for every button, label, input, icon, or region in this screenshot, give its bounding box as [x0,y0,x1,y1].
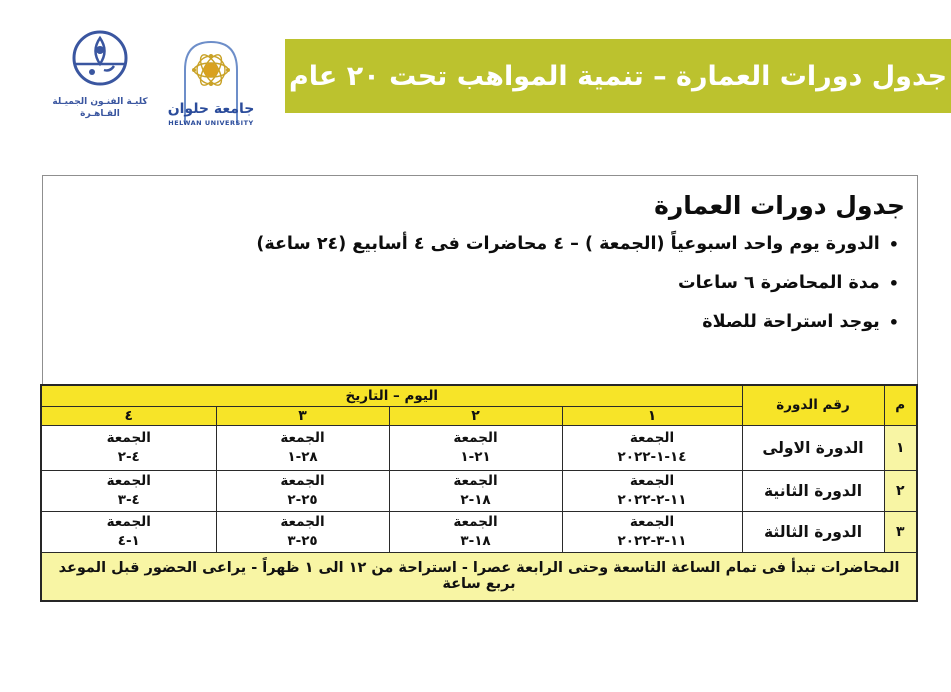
session-date-cell: الجمعة ٤-٢ [40,424,217,471]
session-date: ٢١-١ [460,448,491,465]
day-name: الجمعة [280,429,325,446]
header-index: م [883,384,918,426]
bullet-icon: • [888,235,899,254]
day-name: الجمعة [280,513,325,530]
bullet-item: • مدة المحاضرة ٦ ساعات [43,272,899,295]
bullet-text: يوجد استراحة للصلاة [702,312,880,332]
course-name: الدورة الثالثة [741,510,885,553]
session-date: ٤-٢ [117,448,140,465]
day-name: الجمعة [453,472,498,489]
header-session-2: ٢ [388,405,563,426]
bullet-text: الدورة يوم واحد اسبوعياً (الجمعة ) – ٤ م… [256,234,880,254]
session-date: ١٨-٢ [460,491,491,508]
banner-title: جدول دورات العمارة – تنمية المواهب تحت ٢… [285,39,951,113]
day-name: الجمعة [629,513,675,530]
header-session-3: ٣ [215,405,390,426]
day-name: الجمعة [453,429,498,446]
table-header-row: م رقم الدورة اليوم – التاريخ [40,384,918,426]
schedule-card: جدول دورات العمارة • الدورة يوم واحد اسب… [40,175,918,602]
session-date-cell: الجمعة ١٤-١-٢٠٢٢ [561,424,743,471]
day-name: الجمعة [453,513,498,530]
session-date-cell: الجمعة ١٨-٣ [388,510,563,553]
schedule-note: المحاضرات تبدأ فى تمام الساعة التاسعة وح… [40,551,918,602]
header-session-1: ١ [561,405,743,426]
schedule-table: م رقم الدورة اليوم – التاريخ ١ ٢ ٣ ٤ ١ ا… [40,384,918,602]
session-date-cell: الجمعة ١١-٣-٢٠٢٢ [561,510,743,553]
session-date-cell: الجمعة ١٨-٢ [388,469,563,512]
helwan-logo-english-name: HELWAN UNIVERSITY [168,119,254,127]
day-name: الجمعة [280,472,325,489]
helwan-university-logo: جامعة حلوان HELWAN UNIVERSITY [163,32,259,127]
session-date: ١١-٣-٢٠٢٢ [617,532,687,549]
course-name: الدورة الاولى [741,424,885,471]
session-date: ٢٥-٣ [287,532,318,549]
day-name: الجمعة [106,429,151,446]
session-date-cell: الجمعة ١-٤ [40,510,217,553]
session-date-cell: الجمعة ٤-٣ [40,469,217,512]
day-name: الجمعة [629,429,675,446]
row-index: ٢ [883,469,918,512]
bullet-icon: • [888,274,899,293]
row-index: ١ [883,424,918,471]
session-date: ١-٤ [117,532,140,549]
day-name: الجمعة [106,472,151,489]
fine-arts-logo: كليـة الفنـون الجميـلة القـاهـرة [50,28,150,120]
session-date: ٢٥-٢ [287,491,318,508]
helwan-emblem-icon [184,40,238,124]
info-bullet-list: • الدورة يوم واحد اسبوعياً (الجمعة ) – ٤… [43,233,899,334]
session-date: ١٤-١-٢٠٢٢ [617,448,687,465]
fine-arts-logo-title: كليـة الفنـون الجميـلة [52,97,148,107]
bullet-icon: • [888,313,899,332]
session-date-cell: الجمعة ٢٥-٣ [215,510,390,553]
fine-arts-emblem-icon [72,30,128,86]
fine-arts-logo-subtitle: القـاهـرة [80,109,120,119]
day-name: الجمعة [629,472,675,489]
day-name: الجمعة [106,513,151,530]
session-date-cell: الجمعة ٢٥-٢ [215,469,390,512]
session-date-cell: الجمعة ١١-٢-٢٠٢٢ [561,469,743,512]
table-row-course-2: ٢ الدورة الثانية الجمعة ١١-٢-٢٠٢٢ الجمعة… [40,469,918,512]
session-date: ٤-٣ [117,491,140,508]
session-date: ١١-٢-٢٠٢٢ [617,491,687,508]
session-date-cell: الجمعة ٢١-١ [388,424,563,471]
bullet-item: • يوجد استراحة للصلاة [43,311,899,334]
session-date: ٢٨-١ [287,448,318,465]
table-row-course-3: ٣ الدورة الثالثة الجمعة ١١-٣-٢٠٢٢ الجمعة… [40,510,918,553]
session-date-cell: الجمعة ٢٨-١ [215,424,390,471]
header-course-number: رقم الدورة [741,384,885,426]
table-note-row: المحاضرات تبدأ فى تمام الساعة التاسعة وح… [40,551,918,602]
table-row-course-1: ١ الدورة الاولى الجمعة ١٤-١-٢٠٢٢ الجمعة … [40,424,918,471]
row-index: ٣ [883,510,918,553]
page-title: جدول دورات العمارة [654,191,905,220]
session-date: ١٨-٣ [460,532,491,549]
bullet-item: • الدورة يوم واحد اسبوعياً (الجمعة ) – ٤… [43,233,899,256]
helwan-logo-arabic-name: جامعة حلوان [167,101,255,117]
header-session-4: ٤ [40,405,217,426]
fine-arts-logo-text: كليـة الفنـون الجميـلة القـاهـرة [52,96,147,120]
course-name: الدورة الثانية [741,469,885,512]
bullet-text: مدة المحاضرة ٦ ساعات [678,273,880,293]
header-day-date: اليوم – التاريخ [40,384,743,407]
